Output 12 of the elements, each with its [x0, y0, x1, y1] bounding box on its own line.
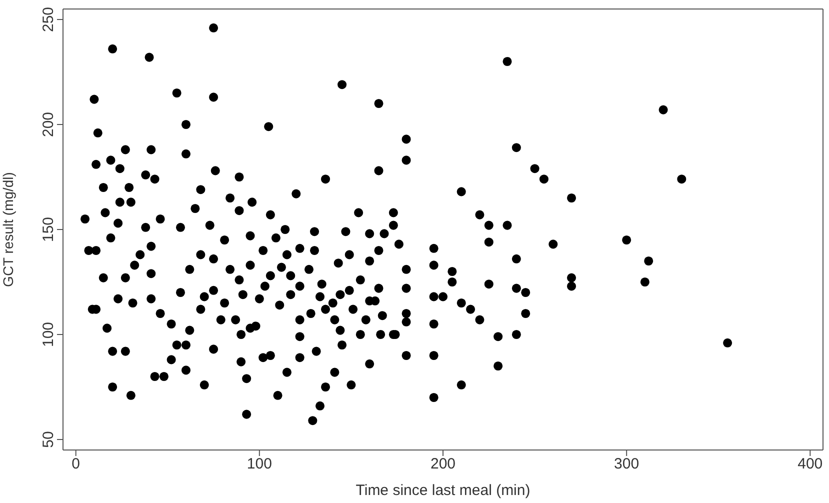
y-tick-label: 250	[40, 6, 57, 32]
y-tick-label: 150	[40, 216, 57, 242]
x-tick-label: 100	[246, 456, 272, 473]
y-tick-label: 100	[40, 322, 57, 348]
x-tick-label: 300	[614, 456, 640, 473]
y-tick-label: 200	[40, 112, 57, 138]
x-tick-label: 0	[72, 456, 80, 473]
y-axis-title: GCT result (mg/dl)	[0, 172, 16, 287]
y-tick-label: 50	[40, 431, 57, 448]
x-tick-label: 400	[798, 456, 823, 473]
x-axis-title: Time since last meal (min)	[356, 482, 530, 499]
x-tick-label: 200	[430, 456, 456, 473]
